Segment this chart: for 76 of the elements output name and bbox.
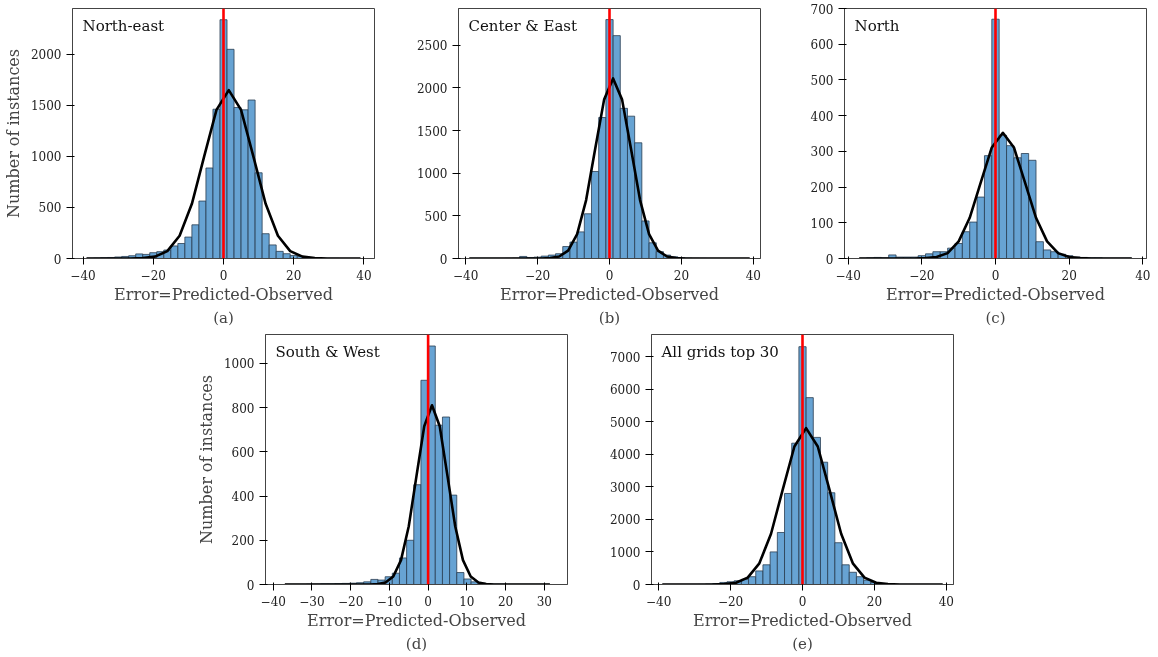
y-tick-label: 0 bbox=[246, 578, 255, 593]
y-tick-label: 1000 bbox=[30, 150, 62, 165]
y-tick-label: 500 bbox=[424, 209, 448, 224]
x-tick-label: −20 bbox=[717, 594, 744, 609]
y-tick-label: 300 bbox=[810, 145, 834, 160]
text: South & West bbox=[275, 342, 380, 361]
text: North-east bbox=[82, 16, 165, 35]
x-tick-label: −40 bbox=[70, 268, 96, 283]
x-tick-label: −20 bbox=[909, 268, 935, 283]
x-tick-label: 20 bbox=[286, 268, 302, 283]
x-tick-label: 0 bbox=[219, 268, 228, 283]
x-tick-label: 40 bbox=[356, 268, 372, 283]
x-tick-label: −40 bbox=[835, 268, 861, 283]
x-axis-title: Error=Predicted-Observed bbox=[114, 284, 333, 304]
x-tick-label: −20 bbox=[140, 268, 166, 283]
y-tick-label: 0 bbox=[439, 252, 448, 267]
x-tick-label: 20 bbox=[1061, 268, 1077, 283]
y-tick-label: 1000 bbox=[416, 167, 448, 182]
x-tick-label: −40 bbox=[260, 594, 286, 609]
text: North bbox=[854, 16, 900, 35]
x-tick-label: 40 bbox=[745, 268, 761, 283]
x-tick-label: −20 bbox=[524, 268, 551, 283]
y-tick-label: 6000 bbox=[609, 383, 641, 398]
x-axis-title: Error=Predicted-Observed bbox=[693, 610, 912, 630]
y-tick-label: 2000 bbox=[416, 81, 448, 96]
y-tick-label: 100 bbox=[810, 216, 834, 231]
x-tick-label: 40 bbox=[1135, 268, 1151, 283]
y-tick-label: 0 bbox=[53, 252, 62, 267]
x-tick-label: −10 bbox=[376, 594, 403, 609]
y-tick-label: 2500 bbox=[416, 39, 448, 54]
y-tick-label: 500 bbox=[38, 201, 62, 216]
y-tick-label: 1500 bbox=[30, 99, 62, 114]
x-tick-label: 0 bbox=[798, 594, 807, 609]
y-tick-label: 3000 bbox=[609, 480, 641, 495]
y-tick-label: 800 bbox=[231, 401, 255, 416]
text: Center & East bbox=[468, 16, 578, 35]
y-axis-title: Number of instances bbox=[3, 48, 23, 219]
x-tick-label: 20 bbox=[673, 268, 690, 283]
y-tick-label: 1000 bbox=[223, 357, 255, 372]
x-tick-label: 20 bbox=[497, 594, 514, 609]
y-tick-label: 1500 bbox=[416, 124, 448, 139]
x-tick-label: −30 bbox=[299, 594, 325, 609]
y-tick-label: 7000 bbox=[609, 350, 641, 365]
text: (e) bbox=[792, 634, 813, 653]
text: (d) bbox=[405, 634, 428, 653]
x-tick-label: 30 bbox=[536, 594, 552, 609]
y-tick-label: 200 bbox=[810, 181, 834, 196]
x-tick-label: 40 bbox=[938, 594, 954, 609]
x-tick-label: −40 bbox=[646, 594, 672, 609]
y-tick-label: 1000 bbox=[609, 545, 641, 560]
x-tick-label: −40 bbox=[453, 268, 479, 283]
x-axis-title: Error=Predicted-Observed bbox=[500, 284, 719, 304]
y-tick-label: 2000 bbox=[609, 513, 641, 528]
text: (a) bbox=[213, 308, 234, 327]
y-tick-label: 400 bbox=[810, 109, 834, 124]
y-tick-label: 400 bbox=[231, 490, 255, 504]
y-tick-label: 4000 bbox=[609, 448, 641, 463]
x-tick-label: 10 bbox=[459, 594, 475, 609]
y-tick-label: 0 bbox=[632, 578, 641, 593]
x-tick-label: 20 bbox=[866, 594, 883, 609]
y-axis-title: Number of instances bbox=[196, 374, 216, 545]
y-tick-label: 700 bbox=[810, 2, 834, 17]
y-tick-label: 2000 bbox=[30, 48, 62, 63]
text: (c) bbox=[985, 308, 1006, 327]
x-axis-title: Error=Predicted-Observed bbox=[307, 610, 526, 630]
x-tick-label: 0 bbox=[991, 268, 1000, 283]
y-tick-label: 600 bbox=[810, 38, 834, 53]
y-tick-label: 500 bbox=[810, 73, 834, 88]
y-tick-label: 5000 bbox=[609, 415, 641, 430]
x-axis-title: Error=Predicted-Observed bbox=[886, 284, 1105, 304]
text: All grids top 30 bbox=[660, 342, 779, 361]
x-tick-label: −20 bbox=[338, 594, 364, 609]
text: (b) bbox=[598, 308, 621, 327]
y-tick-label: 600 bbox=[231, 445, 255, 460]
y-tick-label: 200 bbox=[231, 534, 255, 549]
y-tick-label: 0 bbox=[825, 252, 834, 267]
